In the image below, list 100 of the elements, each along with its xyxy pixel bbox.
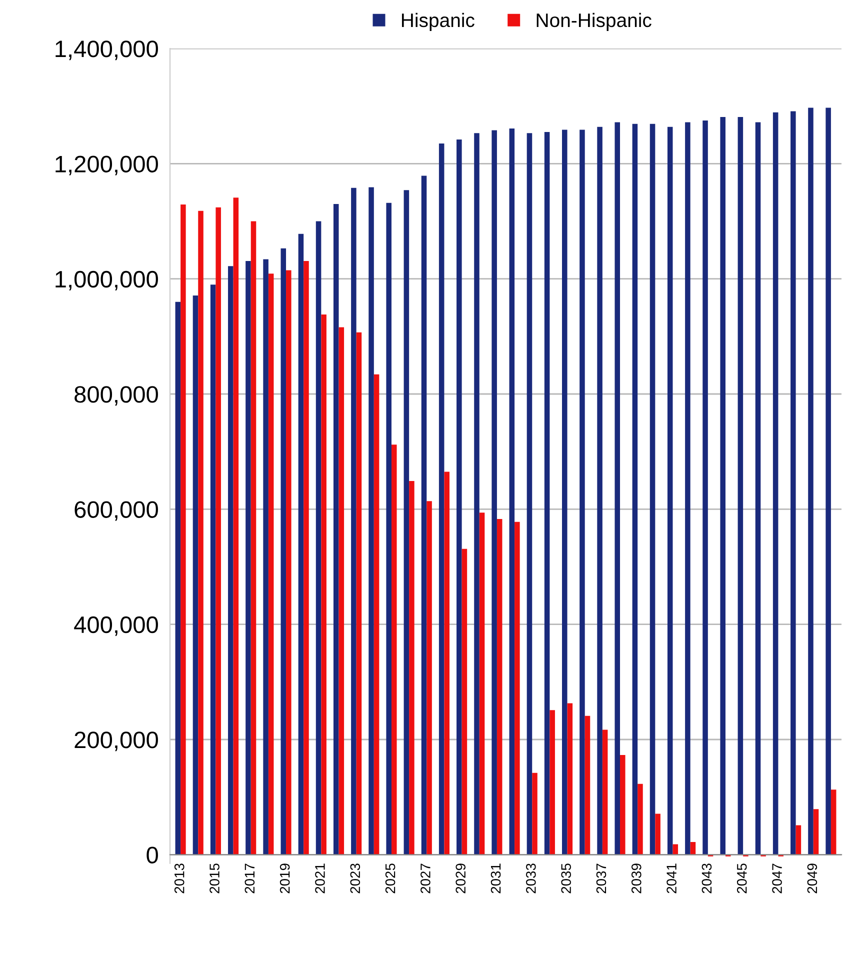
bar bbox=[690, 842, 696, 855]
bar bbox=[421, 176, 427, 855]
bar bbox=[638, 784, 643, 855]
bar bbox=[210, 284, 216, 855]
bar bbox=[808, 108, 814, 855]
bar bbox=[374, 374, 380, 855]
bar bbox=[685, 122, 690, 855]
bar bbox=[672, 844, 678, 855]
bar bbox=[386, 202, 392, 855]
bar bbox=[550, 710, 555, 855]
bar bbox=[544, 132, 550, 855]
x-tick-label: 2049 bbox=[807, 864, 818, 894]
bar bbox=[772, 112, 778, 855]
bar bbox=[175, 302, 181, 855]
bar bbox=[492, 130, 497, 855]
bar bbox=[830, 790, 836, 855]
bar bbox=[316, 221, 322, 855]
bar bbox=[720, 117, 726, 855]
bar bbox=[404, 190, 410, 855]
bar bbox=[438, 144, 444, 855]
x-tick-label: 2017 bbox=[244, 864, 255, 894]
x-tick-label: 2047 bbox=[772, 864, 782, 894]
y-tick-label: 1,000,000 bbox=[56, 270, 158, 290]
bar bbox=[180, 204, 186, 855]
bar bbox=[286, 270, 292, 855]
bar bbox=[479, 512, 485, 855]
x-tick-label: 2041 bbox=[666, 864, 676, 894]
bar bbox=[509, 128, 515, 855]
x-tick-label: 2025 bbox=[385, 864, 396, 894]
bar bbox=[632, 124, 638, 855]
bar bbox=[496, 518, 502, 855]
bar bbox=[474, 133, 480, 855]
bar bbox=[216, 207, 221, 855]
bar bbox=[233, 198, 239, 855]
bar bbox=[650, 124, 656, 855]
y-tick-label: 400,000 bbox=[74, 616, 158, 636]
bar bbox=[250, 221, 256, 855]
bar bbox=[562, 130, 568, 855]
bar bbox=[738, 117, 744, 855]
bar bbox=[280, 248, 286, 855]
x-tick-label: 2043 bbox=[702, 864, 712, 894]
y-tick-label: 800,000 bbox=[74, 386, 158, 406]
bar bbox=[826, 108, 831, 855]
legend-label: Non-Hispanic bbox=[536, 12, 652, 31]
bar bbox=[796, 825, 802, 855]
x-tick-label: 2029 bbox=[456, 864, 466, 894]
x-tick-label: 2037 bbox=[596, 864, 606, 894]
bar bbox=[351, 188, 356, 855]
bar bbox=[532, 772, 538, 855]
bar bbox=[620, 755, 626, 855]
bar bbox=[198, 210, 204, 855]
bar bbox=[321, 314, 326, 855]
bar bbox=[584, 716, 590, 855]
x-tick-label: 2021 bbox=[315, 864, 325, 894]
x-tick-label: 2031 bbox=[490, 864, 501, 894]
bar bbox=[426, 501, 432, 855]
bar bbox=[755, 122, 761, 855]
bar bbox=[514, 522, 520, 855]
bar bbox=[298, 234, 304, 855]
bar bbox=[192, 296, 198, 855]
bar bbox=[246, 260, 251, 855]
bar bbox=[813, 809, 819, 855]
x-tick-label: 2027 bbox=[420, 864, 430, 894]
bar bbox=[228, 266, 234, 855]
x-tick-label: 2023 bbox=[350, 864, 360, 894]
x-tick-label: 2045 bbox=[736, 864, 747, 894]
bar bbox=[304, 260, 309, 855]
bar bbox=[444, 472, 450, 855]
y-tick-label: 600,000 bbox=[74, 501, 158, 521]
bar bbox=[790, 111, 796, 855]
x-tick-label: 2013 bbox=[174, 864, 184, 894]
bar bbox=[391, 444, 397, 855]
x-tick-label: 2039 bbox=[631, 864, 642, 894]
bar bbox=[268, 274, 274, 855]
bar bbox=[702, 120, 708, 855]
bar bbox=[409, 480, 414, 855]
bar bbox=[614, 122, 620, 855]
y-tick-label: 1,400,000 bbox=[56, 40, 158, 60]
y-tick-label: 200,000 bbox=[74, 732, 158, 752]
x-tick-label: 2015 bbox=[210, 864, 220, 894]
bar bbox=[526, 133, 532, 855]
bar bbox=[263, 259, 268, 855]
x-tick-label: 2035 bbox=[561, 864, 572, 894]
bar bbox=[356, 332, 362, 855]
y-tick-label: 1,200,000 bbox=[56, 156, 158, 176]
bar bbox=[456, 139, 462, 855]
bar bbox=[580, 130, 585, 855]
x-tick-label: 2033 bbox=[526, 864, 536, 894]
bar bbox=[338, 327, 344, 855]
bar bbox=[462, 548, 468, 855]
bar bbox=[655, 814, 660, 855]
bar bbox=[667, 126, 673, 855]
bar bbox=[597, 126, 602, 855]
bar bbox=[368, 187, 374, 855]
bar bbox=[602, 730, 608, 855]
legend-label: Hispanic bbox=[402, 12, 474, 31]
y-tick-label: 0 bbox=[146, 846, 158, 864]
bar bbox=[333, 204, 339, 855]
x-tick-label: 2019 bbox=[280, 864, 290, 894]
bar bbox=[567, 703, 573, 855]
